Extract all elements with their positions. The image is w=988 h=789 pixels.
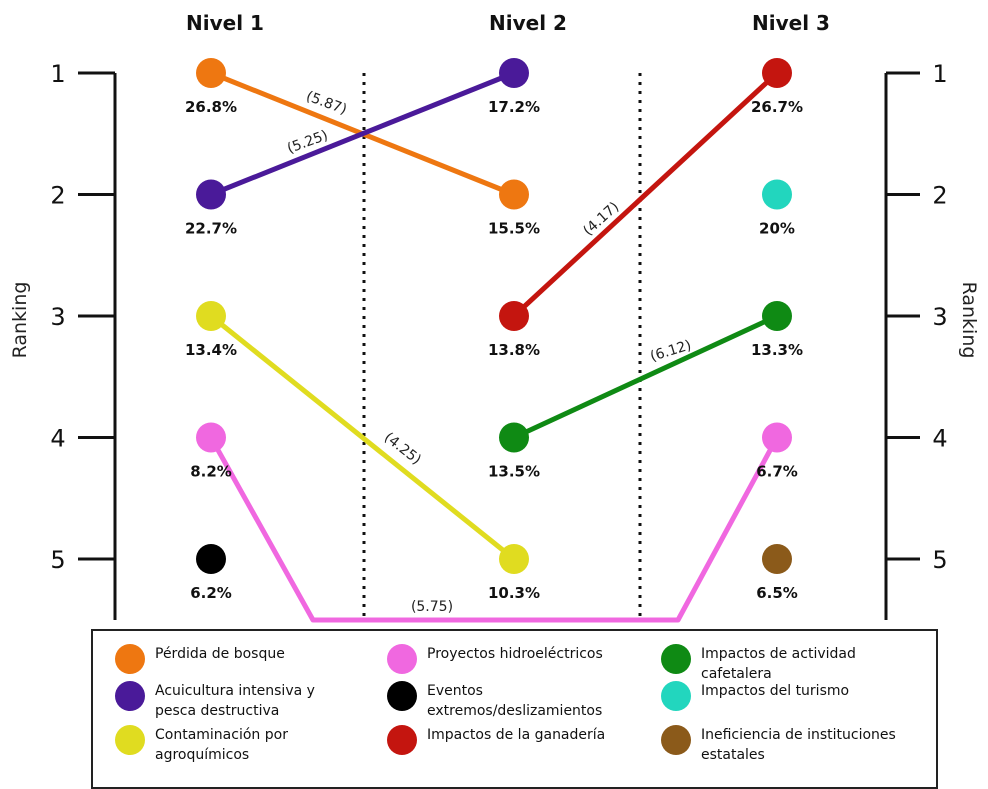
left-tick-label: 2 <box>50 182 65 210</box>
link-value-label: (6.12) <box>648 337 693 365</box>
rank-point <box>196 544 226 574</box>
right-tick-label: 4 <box>932 425 947 453</box>
left-tick-label: 4 <box>50 425 65 453</box>
legend-label: Eventos extremos/deslizamientos <box>427 683 603 719</box>
legend-item: Ineficiencia de instituciones estatales <box>661 725 911 765</box>
legend-swatch <box>115 644 145 674</box>
level-heading: Nivel 1 <box>186 11 264 35</box>
left-axis-title: Ranking <box>9 282 31 359</box>
legend-swatch <box>387 681 417 711</box>
legend-swatch <box>387 644 417 674</box>
axes-group: 1 1 2 2 3 3 4 4 5 5 Ranking Ranking Nivel 1 Nivel 2 Ni… <box>9 11 980 620</box>
legend-label: Impactos de la ganadería <box>427 727 606 743</box>
legend: Pérdida de bosque Acuicultura intensiva y… <box>91 629 938 789</box>
rank-point <box>762 58 792 88</box>
rank-point <box>762 422 792 453</box>
point-percent-label: 13.5% <box>488 463 540 481</box>
point-percent-label: 6.7% <box>756 463 798 481</box>
point-percent-label: 26.7% <box>751 98 803 116</box>
link-line <box>512 313 779 440</box>
legend-item: Proyectos hidroeléctricos <box>387 644 652 674</box>
bump-chart: 1 1 2 2 3 3 4 4 5 5 Ranking Ranking Nivel 1 Nivel 2 Ni… <box>9 11 980 623</box>
link-line <box>210 70 515 197</box>
rank-point <box>762 301 792 331</box>
point-percent-label: 13.4% <box>185 341 237 359</box>
legend-label: Impactos de actividad cafetalera <box>701 646 856 682</box>
legend-swatch <box>387 725 417 755</box>
rank-point <box>499 179 529 210</box>
rank-point <box>196 58 226 88</box>
link-line <box>209 314 516 561</box>
links-group: (5.87)(5.25)(4.25)(4.17)(6.12)(5.75) <box>208 70 780 623</box>
level-dividers <box>362 73 642 618</box>
rank-point <box>762 179 792 210</box>
point-percent-label: 8.2% <box>190 463 232 481</box>
rank-point <box>499 301 529 331</box>
rank-point <box>196 179 226 210</box>
legend-swatch <box>661 681 691 711</box>
legend-label: Pérdida de bosque <box>155 646 285 662</box>
legend-swatch <box>115 725 145 755</box>
right-tick-label: 1 <box>932 60 947 88</box>
point-percent-label: 6.5% <box>756 584 798 602</box>
level-heading: Nivel 2 <box>489 11 567 35</box>
legend-item: Impactos de la ganadería <box>387 725 652 755</box>
level-heading: Nivel 3 <box>752 11 830 35</box>
point-percent-label: 22.7% <box>185 220 237 238</box>
rank-point <box>499 544 529 574</box>
point-percent-label: 26.8% <box>185 98 237 116</box>
legend-item: Contaminación por agroquímicos <box>115 725 355 765</box>
legend-item: Acuicultura intensiva y pesca destructiv… <box>115 681 355 721</box>
labels-group: 26.8% 22.7% 13.4% 8.2% 6.2% 17.2% 15.5% 13.8% 13… <box>185 98 803 602</box>
point-percent-label: 13.8% <box>488 341 540 359</box>
point-percent-label: 15.5% <box>488 220 540 238</box>
legend-swatch <box>661 725 691 755</box>
legend-item: Impactos del turismo <box>661 681 901 711</box>
link-value-label: (5.75) <box>411 599 453 615</box>
link-line <box>512 71 779 318</box>
legend-item: Impactos de actividad cafetalera <box>661 644 901 684</box>
right-tick-label: 3 <box>932 303 947 331</box>
point-percent-label: 6.2% <box>190 584 232 602</box>
link-line <box>208 436 780 623</box>
rank-point <box>762 544 792 574</box>
legend-label: Contaminación por agroquímicos <box>155 727 288 763</box>
link-value-label: (5.25) <box>285 128 330 157</box>
rank-point <box>499 422 529 453</box>
legend-item: Pérdida de bosque <box>115 644 355 674</box>
legend-swatch <box>115 681 145 711</box>
point-percent-label: 17.2% <box>488 98 540 116</box>
left-tick-label: 3 <box>50 303 65 331</box>
point-percent-label: 10.3% <box>488 584 540 602</box>
left-tick-label: 1 <box>50 60 65 88</box>
rank-point <box>196 301 226 331</box>
legend-swatch <box>661 644 691 674</box>
left-tick-label: 5 <box>50 546 65 574</box>
legend-item: Eventos extremos/deslizamientos <box>387 681 652 721</box>
point-percent-label: 13.3% <box>751 341 803 359</box>
legend-label: Proyectos hidroeléctricos <box>427 646 603 662</box>
points-group <box>196 58 792 574</box>
link-value-label: (4.25) <box>381 430 424 469</box>
right-axis-title: Ranking <box>958 282 980 359</box>
right-tick-label: 2 <box>932 182 947 210</box>
rank-point <box>196 422 226 453</box>
legend-label: Impactos del turismo <box>701 683 850 699</box>
rank-point <box>499 58 529 88</box>
legend-label: Acuicultura intensiva y pesca destructiv… <box>155 683 315 719</box>
right-tick-label: 5 <box>932 546 947 574</box>
legend-label: Ineficiencia de instituciones estatales <box>701 727 896 763</box>
point-percent-label: 20% <box>759 220 795 238</box>
